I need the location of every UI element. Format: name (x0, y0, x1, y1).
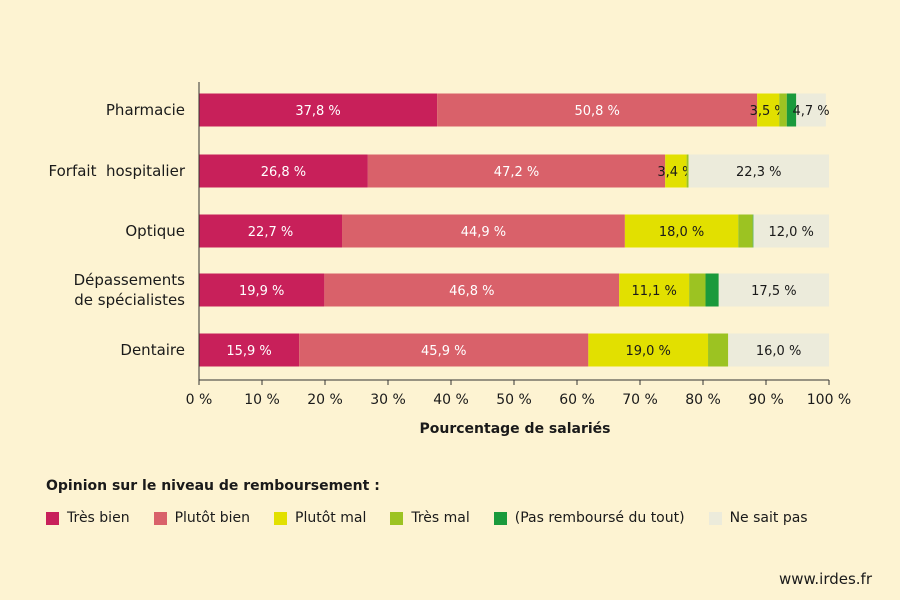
bar-segment (199, 214, 343, 248)
data-label: 22,7 % (248, 225, 293, 240)
category-label: Forfait hospitalier (49, 162, 186, 180)
bar-segment (705, 273, 719, 307)
stacked-bar-chart: 37,8 % 50,8 % 3,5 % 4,7 % 26,8 % 47,2 % 3,4 % 2… (49, 82, 851, 437)
data-label: 19,0 % (625, 344, 670, 359)
x-tick-label: 50 % (496, 392, 532, 408)
data-label: 11,1 % (631, 284, 676, 299)
data-label: 47,2 % (494, 165, 539, 180)
category-label: Dépassements (74, 271, 186, 289)
category-label: Optique (125, 222, 185, 240)
data-label: 18,0 % (659, 225, 704, 240)
bar-segment (342, 214, 625, 248)
bar-segment (619, 273, 690, 307)
bar-segment (728, 333, 829, 367)
bar-segment (757, 93, 780, 127)
legend-item: Très bien (46, 510, 130, 526)
bar-segment (199, 333, 300, 367)
data-label: 44,9 % (461, 225, 506, 240)
bar-segment (686, 154, 689, 188)
data-label: 3,4 % (657, 165, 694, 180)
x-tick-label: 0 % (186, 392, 213, 408)
bar-segment (752, 214, 754, 248)
legend: Très bien Plutôt bien Plutôt mal Très mal (P… (46, 510, 832, 526)
category-label: de spécialistes (74, 291, 185, 309)
bar-segment (718, 273, 829, 307)
bar-segment (199, 93, 438, 127)
source-link[interactable]: www.irdes.fr (778, 570, 872, 588)
bar-segment (738, 214, 753, 248)
data-label: 15,9 % (226, 344, 271, 359)
x-tick-label: 100 % (807, 392, 851, 408)
data-label: 3,5 % (750, 104, 787, 119)
data-label: 45,9 % (421, 344, 466, 359)
bars-group: 37,8 % 50,8 % 3,5 % 4,7 % 26,8 % 47,2 % 3,4 % 2… (199, 93, 830, 367)
bar-segment (689, 273, 706, 307)
bar-segment (753, 214, 829, 248)
bar-segment (708, 333, 729, 367)
data-label: 50,8 % (574, 104, 619, 119)
bar-segment (624, 214, 739, 248)
legend-item: Plutôt bien (153, 510, 251, 526)
x-axis: 0 % 10 % 20 % 30 % 40 % 50 % 60 % 70 % 80 % 90 % 1… (186, 82, 851, 408)
x-tick-label: 80 % (685, 392, 721, 408)
bar-segment (588, 333, 709, 367)
data-label: 4,7 % (792, 104, 829, 119)
bar-segment (324, 273, 620, 307)
category-label: Dentaire (120, 341, 185, 359)
bar-segment (688, 154, 829, 188)
bar-segment (199, 154, 368, 188)
data-label: 17,5 % (751, 284, 796, 299)
data-label: 16,0 % (756, 344, 801, 359)
bar-segment (437, 93, 758, 127)
data-label: 22,3 % (736, 165, 781, 180)
bar-segment (299, 333, 589, 367)
legend-title: Opinion sur le niveau de remboursement : (46, 478, 380, 494)
legend-label: Très mal (411, 510, 470, 526)
legend-swatch (708, 511, 722, 525)
legend-item: Plutôt mal (274, 510, 366, 526)
category-labels: Pharmacie Forfait hospitalier Optique Dépas… (49, 101, 186, 359)
x-tick-label: 70 % (622, 392, 658, 408)
data-label: 12,0 % (768, 225, 813, 240)
x-axis-title: Pourcentage de salariés (420, 421, 611, 437)
legend-label: (Pas remboursé du tout) (514, 510, 685, 526)
bar-segment (665, 154, 687, 188)
legend-label: Très bien (67, 510, 130, 526)
legend-item: (Pas remboursé du tout) (493, 510, 685, 526)
x-tick-label: 10 % (244, 392, 280, 408)
data-label: 26,8 % (261, 165, 306, 180)
legend-swatch (46, 511, 59, 525)
legend-label: Plutôt mal (295, 510, 367, 526)
bar-segment (367, 154, 666, 188)
bar-segment (199, 273, 325, 307)
legend-swatch (274, 511, 288, 525)
data-label: 46,8 % (449, 284, 494, 299)
x-tick-label: 20 % (307, 392, 343, 408)
x-tick-label: 90 % (748, 392, 784, 408)
data-label: 19,9 % (239, 284, 284, 299)
bar-segment (796, 93, 826, 127)
legend-swatch (390, 511, 404, 525)
bar-segment (779, 93, 787, 127)
x-tick-label: 60 % (559, 392, 595, 408)
category-label: Pharmacie (106, 101, 185, 119)
x-tick-label: 30 % (370, 392, 406, 408)
x-tick-label: 40 % (433, 392, 469, 408)
legend-item: Très mal (390, 510, 470, 526)
legend-item: Ne sait pas (708, 510, 808, 526)
legend-label: Ne sait pas (729, 510, 808, 526)
legend-label: Plutôt bien (174, 510, 251, 526)
bar-segment (786, 93, 797, 127)
data-label: 37,8 % (295, 104, 340, 119)
legend-swatch (493, 511, 507, 525)
legend-swatch (153, 511, 167, 525)
